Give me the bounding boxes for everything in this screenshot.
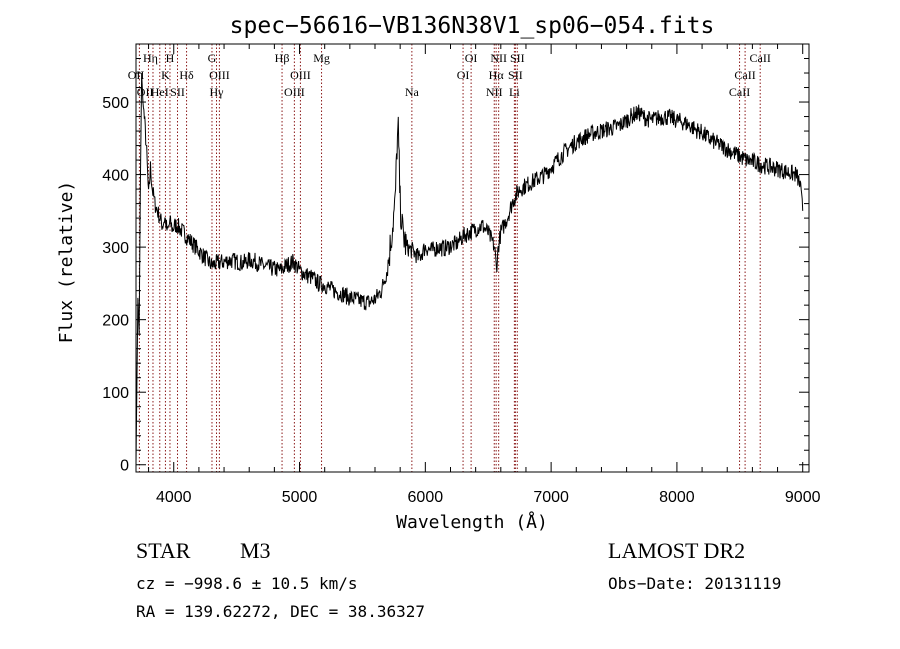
spectral-line-label: Hβ [275, 51, 290, 65]
axis-ticks: 4000 5000 6000 7000 8000 9000 0 100 200 300 400 500 [102, 44, 821, 506]
x-tick-label: 6000 [408, 489, 444, 506]
spectral-line-label: OIII [209, 68, 230, 82]
subclass-label: M3 [240, 538, 271, 563]
chart-title: spec−56616−VB136N38V1_sp06−054.fits [230, 13, 715, 39]
y-axis-label: Flux (relative) [56, 181, 77, 344]
spectral-line-label: Hη [143, 51, 158, 65]
spectral-line-label: SII [508, 68, 523, 82]
class-label: STAR [136, 538, 191, 563]
x-tick-label: 5000 [282, 489, 318, 506]
survey-label: LAMOST DR2 [608, 538, 746, 563]
x-tick-label: 8000 [659, 489, 695, 506]
spectral-line-label: SII [170, 85, 185, 99]
spectral-line-label: Na [405, 85, 420, 99]
spectral-line-label: CaII [750, 51, 771, 65]
x-axis-label: Wavelength (Å) [396, 511, 548, 533]
spectral-line-label: NII [486, 85, 503, 99]
y-tick-label: 200 [102, 313, 129, 330]
spectral-line-label: K [161, 68, 170, 82]
radec-readout: RA = 139.62272, DEC = 38.36327 [136, 602, 425, 621]
y-tick-label: 0 [120, 458, 129, 475]
spectral-line-label: OIII [284, 85, 305, 99]
spectral-line-label: SII [510, 51, 525, 65]
cz-readout: cz = −998.6 ± 10.5 km/s [136, 574, 358, 593]
spectral-line-label: Hγ [210, 85, 225, 99]
spectral-line-label: CaII [734, 68, 755, 82]
spectral-line-markers [138, 44, 761, 472]
spectral-line-label: NII [490, 51, 507, 65]
spectral-line-label: G [208, 51, 217, 65]
y-tick-label: 300 [102, 240, 129, 257]
y-tick-label: 500 [102, 95, 129, 112]
x-tick-label: 7000 [533, 489, 569, 506]
spectral-line-label: CaII [729, 85, 750, 99]
y-tick-label: 100 [102, 385, 129, 402]
spectral-line-label: Li [509, 85, 520, 99]
spectrum-line [135, 72, 804, 465]
plot-frame [135, 43, 810, 473]
series-layer [135, 72, 804, 465]
y-tick-label: 400 [102, 168, 129, 185]
x-tick-label: 4000 [156, 489, 192, 506]
obs-date-readout: Obs−Date: 20131119 [608, 574, 782, 593]
spectral-line-label: Mg [313, 51, 330, 65]
spectral-line-label: Hα [489, 68, 505, 82]
spectral-line-label: HeI [151, 85, 169, 99]
spectral-line-label: Hδ [179, 68, 194, 82]
x-tick-label: 9000 [785, 489, 821, 506]
spectral-line-label: OIII [290, 68, 311, 82]
spectral-line-labels: OIIOIIHηHeIKHSIIHδGHγOIIIHβOIIIOIIIMgNaO… [128, 51, 771, 99]
spectral-line-label: H [166, 51, 175, 65]
spectral-line-label: OI [457, 68, 470, 82]
spectral-line-label: OI [465, 51, 478, 65]
